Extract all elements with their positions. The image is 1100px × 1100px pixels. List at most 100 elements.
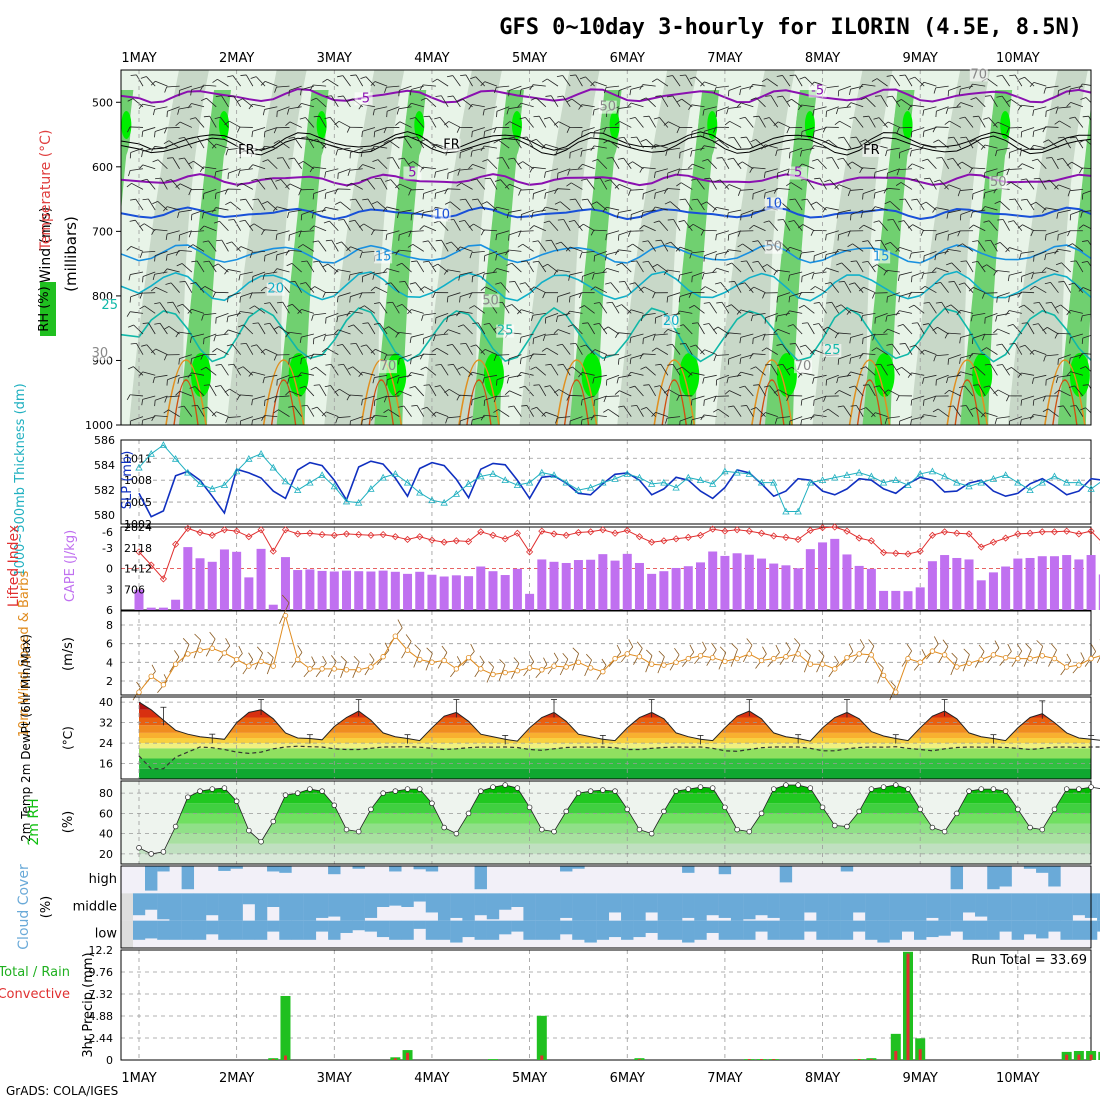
wind-barb-flag [712,326,719,331]
wind-barb [1038,302,1047,314]
rh2m-marker [624,806,630,813]
cloud-bar-low [987,920,1000,940]
wind-barb [354,220,364,231]
wind-barb-flag [324,116,331,120]
wind-barb [986,347,998,355]
wind-barb-flag [249,252,253,259]
wind-barb-flag [627,161,633,166]
wind-barb [876,78,888,87]
wind-barb-flag [248,652,254,660]
wind-barb [777,168,791,174]
wind-speed-marker [1015,655,1021,662]
y-tick-label-left: -3 [102,542,113,555]
wind-barb [679,416,693,422]
wind-barb [839,120,852,128]
wind-barb-flag [799,150,803,157]
wind-barb-flag [423,384,430,386]
wind-barb-flag [187,372,192,378]
wind-barb-flag [309,166,314,173]
wind-barb-flag [749,167,753,173]
wind-speed-marker [1076,662,1082,668]
wind-barb-flag [286,303,293,307]
wind-barb-flag [788,275,790,281]
wind-barb-flag [469,252,473,259]
cloud-bar-middle [230,893,243,921]
wind-barb [416,260,425,273]
wind-barb-flag [398,234,400,241]
wind-barb [168,409,180,417]
cape-bar [525,593,535,610]
contour-label-bg [598,100,617,114]
wind-barb-flag [325,95,332,97]
wind-barb-flag [786,395,790,402]
wind-barb-flag [1069,116,1076,119]
wind-barb [252,127,266,132]
wind-barb-flag [763,192,766,199]
wind-barb-flag [922,131,925,138]
wind-barb-flag [616,377,619,384]
wind-barb [868,115,876,128]
wind-barb [850,102,864,108]
wind-barb-flag [240,342,247,345]
wind-barb [511,262,522,273]
panel-frame [120,610,1092,696]
wind-barb-flag [813,399,815,406]
wind-barb-flag [228,219,235,221]
wind-barb-flag [383,355,387,361]
wind-barb-flag [834,120,840,126]
lifted-index-marker [306,529,314,537]
wind-barb-flag [494,87,497,94]
cloud-bar-middle [938,893,951,921]
wind-barb-flag [1016,643,1023,652]
wind-barb [830,282,840,293]
wind-barb [522,243,534,252]
wind-barb-flag [321,411,327,417]
rh2m-marker [917,806,923,813]
wind-barb [679,292,693,297]
wind-barb-flag [129,219,136,222]
wind-barb-flag [639,84,644,90]
wind-barb [618,374,632,379]
cloud-row-pad [121,893,133,921]
wind-barb-flag [834,249,839,255]
wind-barb-flag [154,302,161,305]
wind-barb-flag [590,349,596,354]
wind-barb-flag [873,385,880,388]
wind-barb-flag [1045,301,1052,304]
wind-barb [703,374,717,379]
wind-barb-flag [300,89,302,96]
wind-barb-flag [141,131,144,138]
wind-speed-marker [795,651,801,657]
wind-barb [996,312,1010,317]
wind-barb-flag [921,648,926,657]
wind-barb [422,166,436,170]
wind-barb [703,106,717,111]
cloud-bar-middle [511,893,524,907]
lifted-index-marker [1075,530,1083,538]
wind-barb [697,322,705,335]
wind-barb-flag [382,206,388,212]
wind-barb [386,85,400,88]
wind-barb [1088,116,1091,122]
wind-barb-flag [150,348,156,354]
wind-barb [948,389,961,397]
wind-barb [191,333,205,338]
date-label-top: 1MAY [121,51,156,66]
wind-speed-marker [856,651,862,657]
cloud-bar-middle [462,893,475,921]
wind-barb [154,127,168,132]
wind-barb-flag [190,358,193,365]
wind-barb-flag [1082,384,1089,386]
wind-barb-flag [946,262,952,266]
wind-barb-flag [495,254,498,261]
wind-barb-flag [789,343,796,345]
cloud-bar-middle [560,893,573,918]
wind-barb-flag [361,399,363,406]
wind-barb-flag [519,385,526,389]
wind-barb-flag [652,335,656,341]
wind-barb [914,76,925,87]
wind-barb [435,333,449,336]
wind-barb-flag [849,116,856,120]
wind-barb [789,246,803,252]
wind-barb-flag [126,394,131,401]
